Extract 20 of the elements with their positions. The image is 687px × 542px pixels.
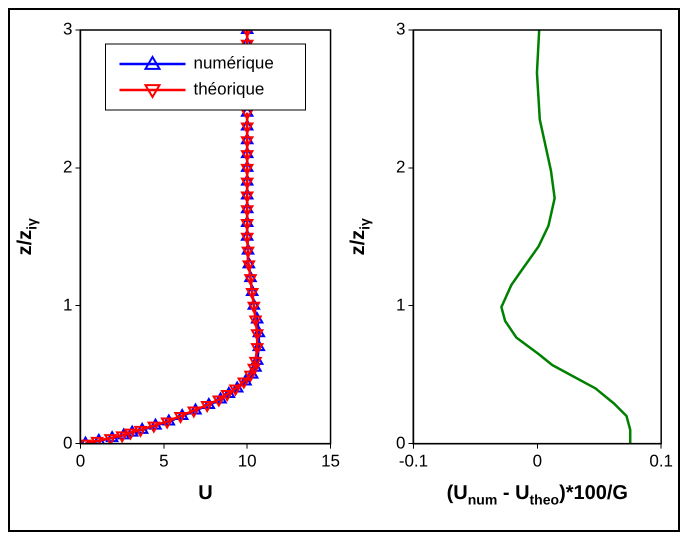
- x-axis-title: U: [198, 482, 213, 504]
- y-tick-label: 1: [62, 295, 72, 314]
- y-tick-label: 0: [62, 433, 72, 452]
- x-tick-label: 0: [76, 451, 86, 470]
- y-tick-label: 0: [396, 433, 406, 452]
- y-tick-label: 2: [396, 158, 406, 177]
- x-tick-label: 0.1: [649, 451, 674, 470]
- y-tick-label: 1: [396, 295, 406, 314]
- legend-label: numérique: [194, 54, 274, 73]
- y-axis-title: z/ziγ: [14, 218, 40, 256]
- y-tick-label: 3: [62, 20, 72, 39]
- legend-label: théorique: [194, 80, 264, 99]
- x-tick-label: 0: [532, 451, 542, 470]
- x-tick-label: 15: [321, 451, 340, 470]
- y-axis-title: z/ziγ: [346, 218, 372, 256]
- x-tick-label: -0.1: [398, 451, 428, 470]
- y-tick-label: 3: [396, 20, 406, 39]
- x-tick-label: 5: [159, 451, 169, 470]
- x-tick-label: 10: [238, 451, 257, 470]
- y-tick-label: 2: [62, 158, 72, 177]
